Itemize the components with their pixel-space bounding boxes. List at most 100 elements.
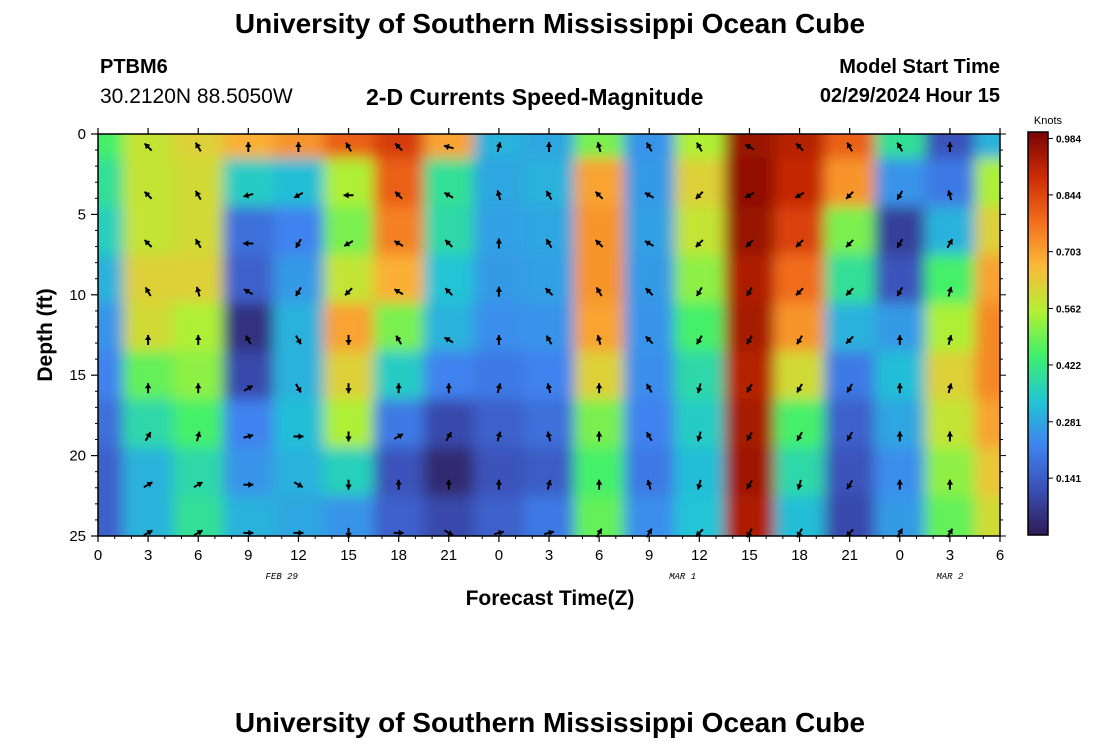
current-vector-arrow — [796, 383, 803, 394]
current-vectors — [143, 141, 954, 538]
heatmap-cell — [173, 399, 224, 449]
heatmap-cell — [98, 351, 124, 400]
current-vector-arrow — [695, 142, 703, 152]
heatmap-cell — [423, 302, 475, 352]
y-tick-label: 20 — [69, 448, 86, 465]
colorbar-tick-label: 0.984 — [1056, 134, 1081, 145]
current-vector-arrow — [644, 335, 654, 345]
heatmap-cell — [373, 302, 425, 352]
current-vector-arrow — [896, 238, 904, 249]
current-vector-arrow — [195, 431, 202, 442]
heatmap-cell — [924, 495, 976, 536]
x-tick-label: 9 — [645, 547, 653, 564]
heatmap-cell — [674, 399, 725, 449]
y-axis: 0 5 10 15 20 25 — [69, 126, 1006, 545]
heatmap-cell — [323, 254, 375, 304]
footer-title: University of Southern Mississippi Ocean… — [234, 707, 866, 738]
current-vector-arrow — [393, 240, 404, 247]
current-vector-arrow — [395, 479, 402, 490]
current-vector-arrow — [896, 431, 903, 442]
current-vector-arrow — [896, 142, 904, 152]
current-vector-arrow — [846, 479, 854, 490]
x-tick-label: 6 — [194, 547, 202, 564]
current-vector-arrow — [495, 286, 503, 297]
heatmap-cell — [123, 399, 174, 449]
heatmap-cell — [624, 254, 675, 304]
current-vector-arrow — [544, 287, 554, 296]
current-vector-arrow — [595, 286, 603, 297]
heatmap-cell — [874, 495, 926, 536]
x-tick-label: 6 — [996, 547, 1004, 564]
heatmap-cell — [523, 447, 575, 497]
current-vector-arrow — [946, 334, 953, 346]
heatmap-cell — [123, 254, 174, 304]
current-vector-arrow — [443, 336, 454, 344]
current-vector-arrow — [543, 529, 555, 537]
current-vector-arrow — [695, 335, 703, 345]
current-vector-arrow — [795, 239, 804, 248]
current-vector-arrow — [144, 383, 152, 394]
current-vector-arrow — [695, 239, 704, 248]
heatmap-cell — [624, 206, 675, 256]
current-vector-arrow — [495, 431, 502, 442]
heatmap-cell — [724, 254, 775, 304]
current-vector-arrow — [946, 190, 953, 201]
current-vector-arrow — [345, 431, 352, 442]
heatmap-cell — [774, 302, 826, 352]
heatmap-cell — [974, 351, 1000, 400]
x-tick-label: 21 — [440, 547, 457, 564]
current-vector-arrow — [796, 431, 803, 442]
current-vector-arrow — [696, 383, 703, 394]
y-tick-label: 0 — [78, 126, 86, 143]
page-title: University of Southern Mississippi Ocean… — [234, 8, 866, 39]
heatmap-cell — [373, 158, 425, 207]
current-vector-arrow — [946, 286, 953, 297]
heatmap-cell — [574, 158, 625, 207]
heatmap-cell — [423, 399, 475, 449]
colorbar-tick-label: 0.422 — [1056, 361, 1081, 372]
heatmap-cell — [674, 495, 725, 536]
heatmap-cell — [473, 399, 525, 449]
current-vector-arrow — [495, 334, 503, 345]
heatmap-cell — [774, 495, 826, 536]
heatmap-cell — [223, 399, 274, 449]
current-vector-arrow — [295, 286, 302, 297]
x-tick-label: 18 — [791, 547, 808, 564]
heatmap-cell — [273, 206, 324, 256]
heatmap-cell — [824, 495, 876, 536]
current-vector-arrow — [343, 240, 354, 247]
heatmap-cell — [974, 254, 1000, 304]
heatmap-cell — [523, 302, 575, 352]
date-label: MAR 1 — [669, 572, 696, 582]
heatmap-cell — [98, 134, 124, 159]
current-vector-arrow — [444, 239, 454, 248]
current-vector-arrow — [295, 335, 302, 345]
station-coordinates: 30.2120N 88.5050W — [100, 85, 293, 108]
current-vector-arrow — [293, 529, 304, 537]
heatmap-cell — [98, 158, 124, 207]
current-vector-arrow — [393, 288, 404, 296]
current-vector-arrow — [645, 383, 653, 394]
colorbar-title: Knots — [1034, 115, 1063, 127]
current-vector-arrow — [444, 287, 454, 296]
current-vector-arrow — [495, 141, 502, 153]
current-vector-arrow — [746, 383, 753, 394]
current-vector-arrow — [493, 529, 504, 537]
current-vector-arrow — [345, 383, 352, 394]
heatmap-cell — [674, 351, 725, 400]
current-vector-arrow — [846, 383, 854, 394]
heatmap-cell — [924, 302, 976, 352]
current-vector-arrow — [946, 142, 954, 152]
current-vector-arrow — [144, 286, 152, 297]
heatmap-cell — [624, 495, 675, 536]
heatmap-cell — [523, 206, 575, 256]
heatmap-cell — [574, 254, 625, 304]
heatmap-cell — [223, 495, 274, 536]
heatmap-cell — [173, 158, 224, 207]
colorbar-tick-label: 0.844 — [1056, 191, 1081, 202]
heatmap-cell — [724, 158, 775, 207]
current-vector-arrow — [244, 335, 252, 345]
heatmap-cell — [223, 351, 274, 400]
x-tick-label: 3 — [545, 547, 553, 564]
